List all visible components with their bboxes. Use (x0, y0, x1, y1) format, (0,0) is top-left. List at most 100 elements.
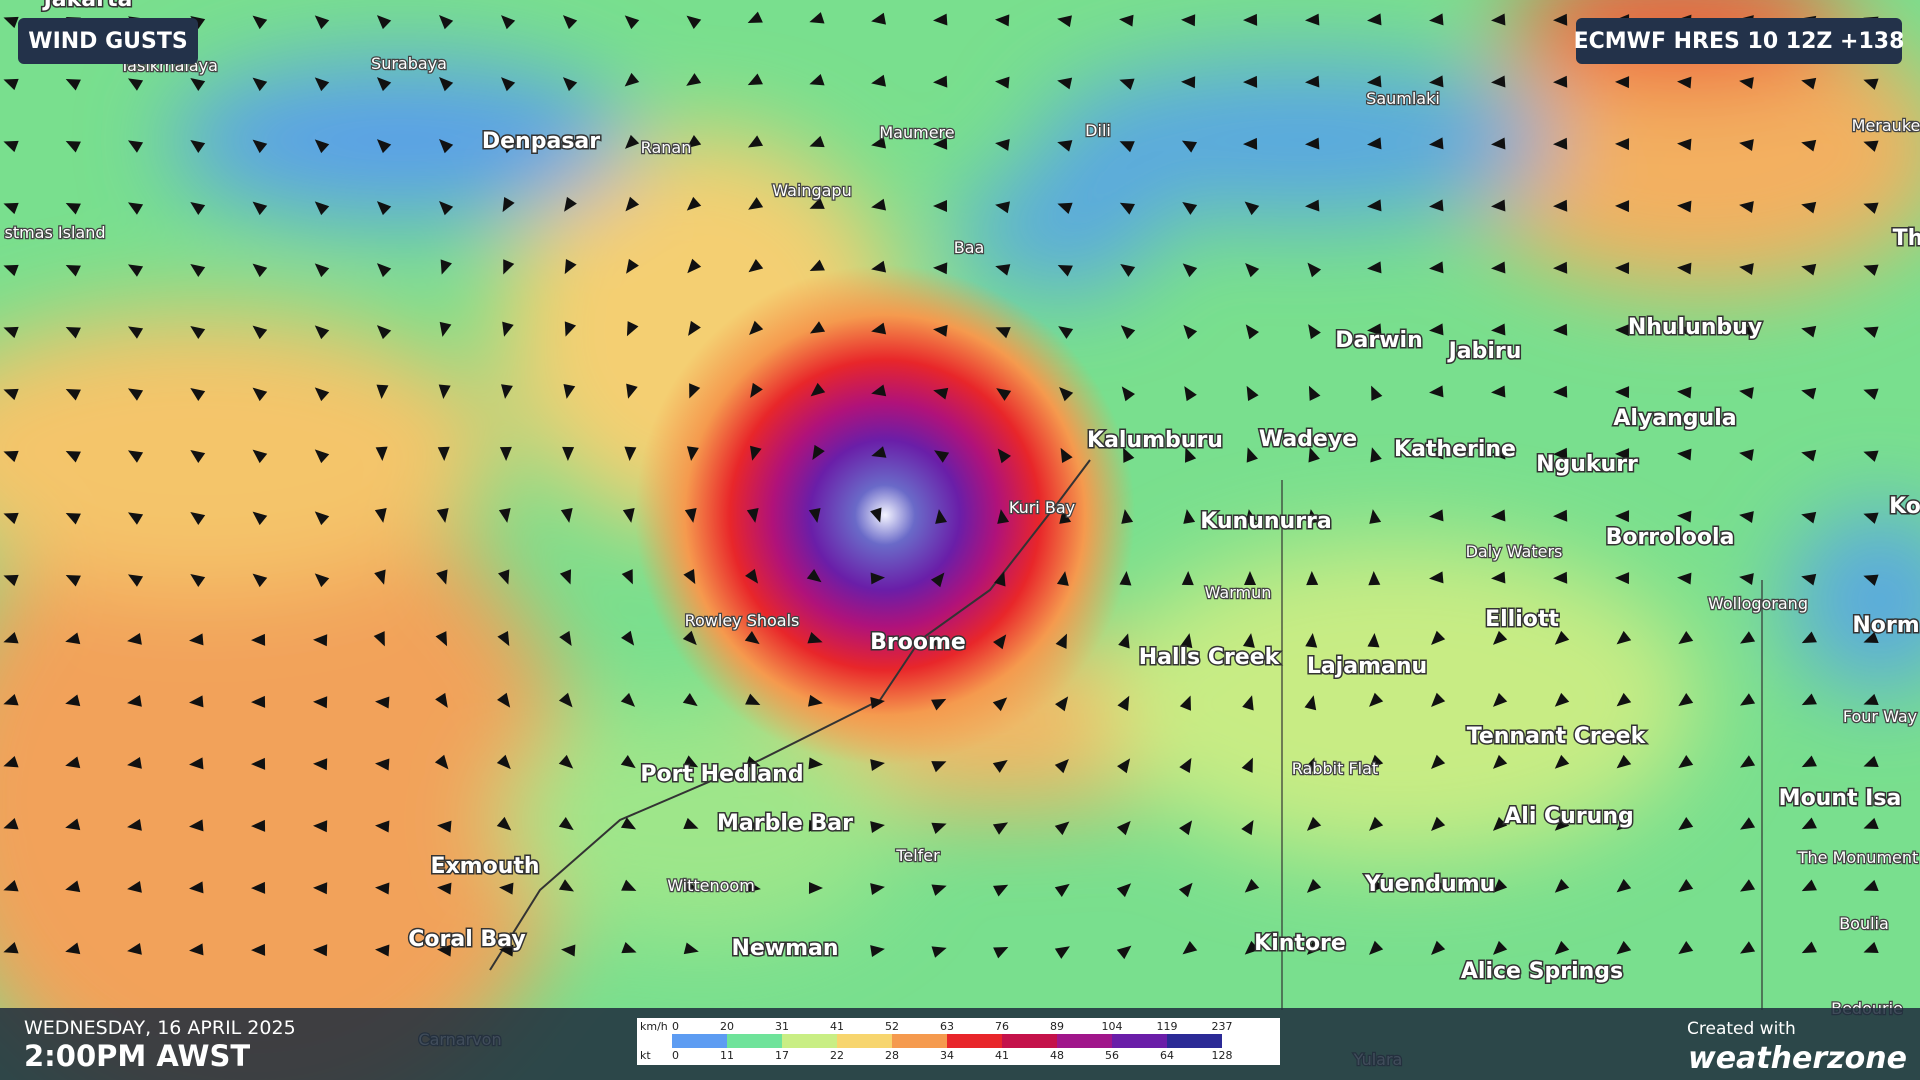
wind-arrow (65, 264, 81, 277)
wind-arrow (1429, 323, 1444, 336)
wind-arrow (1183, 324, 1198, 340)
place-label: Kintore (1254, 931, 1346, 956)
wind-arrow (1801, 325, 1817, 338)
wind-arrow (745, 756, 761, 768)
wind-arrow (439, 321, 452, 337)
wind-arrow (314, 77, 330, 92)
wind-arrow (1863, 817, 1879, 830)
wind-arrow (933, 200, 948, 213)
wind-arrow (1119, 202, 1135, 215)
wind-arrow (437, 446, 450, 461)
wind-arrow (745, 693, 761, 705)
wind-arrow (686, 73, 702, 86)
wind-arrow (933, 75, 948, 88)
wind-arrow (1616, 816, 1632, 831)
wind-arrow (1863, 202, 1879, 214)
wind-arrow (997, 509, 1010, 524)
wind-arrow (1246, 385, 1259, 402)
wind-arrow (809, 12, 825, 24)
wind-arrow (1492, 754, 1508, 769)
wind-arrow (190, 139, 206, 153)
wind-arrow (1182, 202, 1198, 215)
wind-arrow (1305, 13, 1320, 26)
wind-arrow (564, 259, 577, 275)
wind-arrow (995, 76, 1010, 89)
wind-arrow (870, 883, 885, 896)
wind-arrow (1615, 200, 1630, 213)
wind-arrow (933, 13, 948, 26)
wind-arrow (1307, 509, 1320, 524)
wind-arrow (683, 817, 699, 829)
legend-swatch (672, 1034, 727, 1048)
wind-arrow (1431, 692, 1446, 707)
place-label: Yuendumu (1364, 872, 1496, 897)
wind-arrow (1304, 695, 1317, 711)
wind-arrow (682, 693, 698, 707)
wind-arrow (314, 511, 330, 526)
wind-arrow (1246, 447, 1258, 463)
wind-arrow (1491, 323, 1506, 336)
wind-arrow (624, 15, 640, 30)
legend-kt: 34 (940, 1049, 954, 1062)
wind-arrow (686, 446, 699, 461)
wind-arrow (560, 508, 573, 523)
wind-arrow (1801, 573, 1817, 586)
wind-arrow (1308, 385, 1321, 401)
wind-arrow (1181, 140, 1198, 153)
wind-arrow (1243, 75, 1258, 88)
wind-arrow (501, 15, 516, 30)
wind-arrow (931, 761, 947, 773)
wind-arrow (995, 138, 1010, 151)
wind-arrow (314, 139, 330, 154)
place-label: Tennant Creek (1467, 724, 1647, 749)
wind-arrow (1431, 940, 1446, 955)
legend-swatch (1057, 1034, 1112, 1048)
wind-arrow (1678, 631, 1694, 645)
wind-arrow (1616, 878, 1632, 893)
wind-arrow (65, 450, 81, 463)
wind-arrow (1739, 77, 1754, 90)
wind-arrow (438, 384, 451, 399)
wind-arrow (559, 630, 572, 646)
wind-arrow (499, 446, 512, 461)
wind-arrow (1801, 77, 1817, 90)
wind-arrow (436, 569, 448, 585)
wind-arrow (1801, 631, 1817, 644)
wind-arrow (65, 326, 81, 339)
wind-arrow (1615, 324, 1630, 337)
legend-kmh: 20 (720, 1020, 734, 1033)
wind-arrow (65, 880, 81, 893)
wind-arrow (314, 201, 330, 216)
wind-arrow (1057, 202, 1073, 215)
wind-arrow (1306, 878, 1322, 893)
wind-arrow (1182, 940, 1198, 955)
wind-arrow (810, 382, 826, 397)
wind-arrow (1059, 509, 1072, 524)
wind-arrow (127, 574, 144, 587)
wind-arrow (439, 77, 454, 92)
wind-arrow (252, 15, 268, 30)
wind-arrow (1740, 755, 1756, 768)
wind-arrow (750, 382, 763, 398)
wind-arrow (1553, 13, 1568, 26)
wind-arrow (1616, 692, 1632, 707)
wind-arrow (440, 259, 452, 275)
wind-arrow (1678, 693, 1694, 707)
wind-arrow (1369, 816, 1384, 831)
wind-arrow (808, 819, 823, 832)
place-label: Denpasar (482, 129, 600, 154)
place-label: Coral Bay (408, 927, 525, 952)
wind-arrow (1181, 571, 1194, 586)
wind-arrow (622, 508, 635, 523)
place-label: Nhulunbuy (1628, 315, 1762, 340)
place-label: Kalumburu (1087, 428, 1223, 453)
wind-arrow (563, 383, 576, 399)
wind-arrow (1677, 324, 1692, 337)
wind-arrow (870, 821, 885, 833)
wind-arrow (501, 77, 516, 92)
wind-arrow (1054, 946, 1070, 959)
wind-arrow (1492, 692, 1508, 707)
wind-arrow (65, 632, 81, 645)
wind-arrow (994, 571, 1006, 587)
